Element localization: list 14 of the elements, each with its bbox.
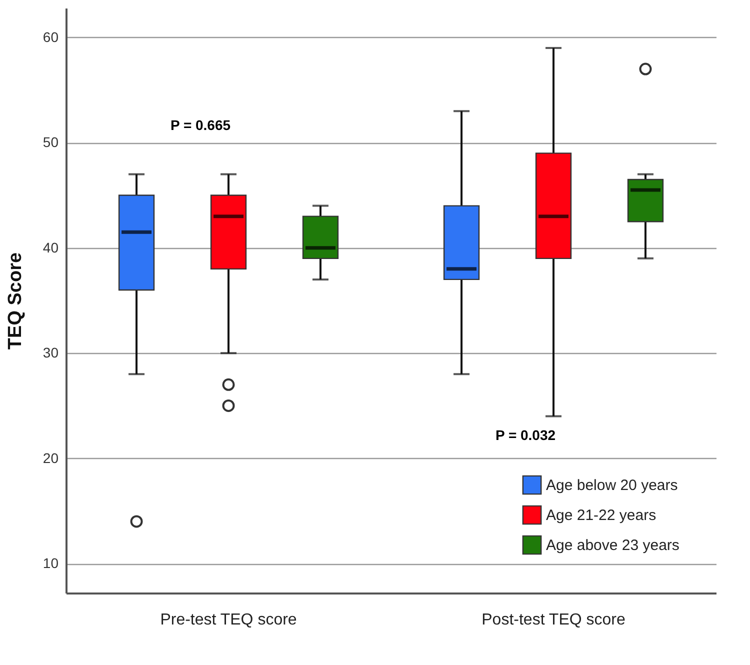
y-tick-label: 30 (42, 344, 59, 361)
legend-label: Age above 23 years (546, 537, 680, 554)
x-tick-label: Post-test TEQ score (482, 612, 626, 628)
legend-label: Age below 20 years (546, 477, 678, 494)
y-tick-label: 10 (42, 555, 59, 572)
y-tick-label: 50 (42, 134, 59, 150)
annotation: P = 0.032 (495, 427, 556, 443)
legend-label: Age 21-22 years (546, 507, 656, 524)
y-axis-title: TEQ Score (4, 252, 26, 350)
y-tick-label: 40 (42, 239, 59, 256)
y-tick-label: 60 (42, 28, 59, 45)
x-tick-label: Pre-test TEQ score (160, 612, 297, 628)
annotation: P = 0.665 (170, 117, 231, 133)
y-tick-label: 20 (42, 450, 59, 466)
